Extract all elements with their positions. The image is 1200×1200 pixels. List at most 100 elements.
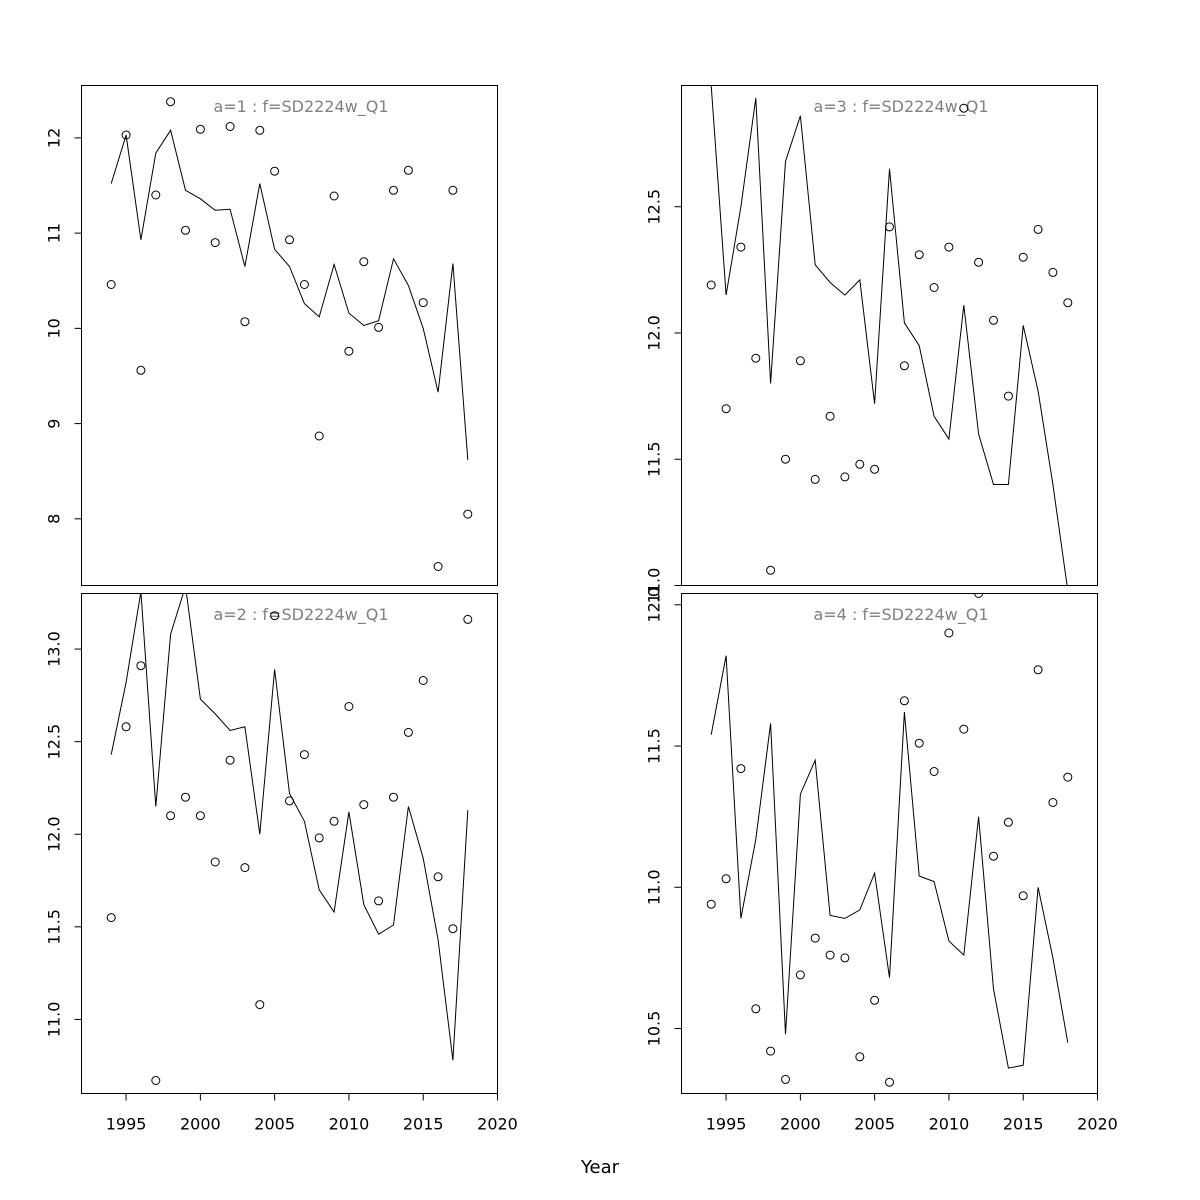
observed-point: [314, 833, 324, 843]
observed-point: [1063, 772, 1073, 782]
observed-point: [1048, 267, 1058, 277]
observed-point: [959, 103, 969, 113]
observed-point: [255, 1000, 265, 1010]
observed-point: [989, 851, 998, 861]
observed-point: [225, 755, 235, 765]
observed-point: [870, 995, 880, 1005]
y-tick-label: 12.0: [45, 816, 64, 852]
observed-point: [448, 185, 458, 195]
observed-point: [166, 811, 176, 821]
observed-point: [448, 924, 458, 934]
x-tick-label: 2000: [780, 1115, 821, 1134]
fitted-line: [110, 129, 469, 460]
y-tick-label: 11.5: [45, 909, 64, 945]
observed-point: [825, 411, 835, 421]
observed-point: [181, 792, 190, 802]
observed-point: [810, 474, 820, 484]
observed-point: [974, 257, 984, 267]
x-tick-label: 2005: [254, 1115, 295, 1134]
observed-point: [751, 1004, 761, 1014]
observed-point: [299, 280, 309, 289]
observed-point: [195, 811, 205, 821]
panel-title: a=1 : f=SD2224w_Q1: [213, 97, 388, 117]
x-tick-label: 1995: [706, 1115, 747, 1134]
observed-point: [1033, 665, 1043, 675]
observed-point: [106, 280, 116, 289]
observed-point: [944, 628, 954, 638]
observed-point: [463, 509, 473, 519]
observed-point: [389, 792, 398, 802]
observed-point: [825, 950, 835, 960]
fitted-line: [710, 655, 1069, 1069]
x-tick-label: 1995: [106, 1115, 147, 1134]
observed-point: [374, 322, 384, 332]
observed-point: [433, 562, 443, 571]
observed-point: [240, 317, 250, 327]
x-tick-label: 2000: [180, 1115, 221, 1134]
y-tick-label: 12.5: [645, 189, 664, 225]
observed-point: [344, 346, 354, 356]
observed-point: [463, 614, 473, 624]
x-tick-label: 2020: [1077, 1115, 1118, 1134]
y-axis: 11.0 11.5 12.0 12.5 13.0: [45, 631, 82, 1037]
y-tick-label: 11.0: [45, 1002, 64, 1038]
observed-point: [359, 257, 369, 267]
observed-point: [403, 727, 413, 737]
observed-point: [870, 464, 880, 474]
observed-point: [255, 125, 265, 135]
observed-point: [210, 857, 220, 867]
observed-point: [1003, 817, 1013, 827]
panel-a1: a=1 : f=SD2224w_Q1 8 9 10 11 12: [45, 85, 498, 586]
x-axis: 1995 2000 2005 2010 2015 2020: [106, 1093, 518, 1134]
data-marks: [706, 85, 1073, 586]
observed-point: [706, 899, 716, 909]
x-tick-label: 2005: [854, 1115, 895, 1134]
panel-title: a=3 : f=SD2224w_Q1: [813, 97, 988, 117]
observed-point: [959, 724, 969, 734]
observed-point: [181, 225, 190, 235]
observed-point: [781, 1074, 790, 1084]
observed-point: [121, 130, 131, 140]
panel-a2: a=2 : f=SD2224w_Q1 11.011.512.012.513.0 …: [45, 593, 518, 1134]
observed-point: [885, 222, 894, 232]
y-axis: 11.0 11.5 12.0 12.5: [645, 189, 682, 603]
observed-point: [299, 750, 309, 760]
observed-point: [974, 593, 984, 598]
observed-point: [1048, 798, 1058, 807]
observed-point: [329, 816, 339, 826]
y-tick-label: 12: [45, 128, 64, 148]
panel-title: a=2 : f=SD2224w_Q1: [213, 605, 388, 625]
observed-point: [403, 165, 413, 175]
y-axis: 8 9 10 11 12: [45, 128, 82, 524]
y-tick-label: 11: [45, 223, 64, 243]
observed-point: [285, 235, 294, 245]
y-tick-label: 12.0: [645, 587, 664, 623]
observed-point: [899, 361, 909, 371]
observed-point: [810, 933, 820, 943]
y-tick-label: 12.0: [645, 315, 664, 351]
x-tick-label: 2015: [403, 1115, 444, 1134]
observed-point: [270, 611, 280, 621]
y-tick-label: 9: [45, 419, 64, 429]
observed-point: [840, 953, 850, 963]
panel-a3: a=3 : f=SD2224w_Q1 11.0 11.5 12.0 12.5: [645, 85, 1098, 603]
plot-frame: [681, 593, 1098, 1094]
observed-point: [418, 676, 428, 685]
observed-point: [1018, 252, 1028, 262]
y-tick-label: 11.5: [645, 728, 664, 764]
observed-point: [225, 122, 235, 131]
observed-point: [374, 896, 384, 906]
observed-point: [795, 356, 805, 366]
observed-point: [840, 472, 850, 482]
panel-title: a=4 : f=SD2224w_Q1: [813, 605, 988, 625]
observed-point: [240, 863, 250, 873]
observed-point: [195, 124, 205, 134]
observed-point: [795, 970, 805, 980]
observed-point: [914, 250, 924, 260]
observed-point: [136, 661, 146, 671]
observed-point: [210, 238, 220, 248]
y-tick-label: 8: [45, 514, 64, 524]
observed-point: [329, 191, 339, 201]
observed-point: [151, 1076, 161, 1085]
observed-point: [1003, 391, 1013, 401]
